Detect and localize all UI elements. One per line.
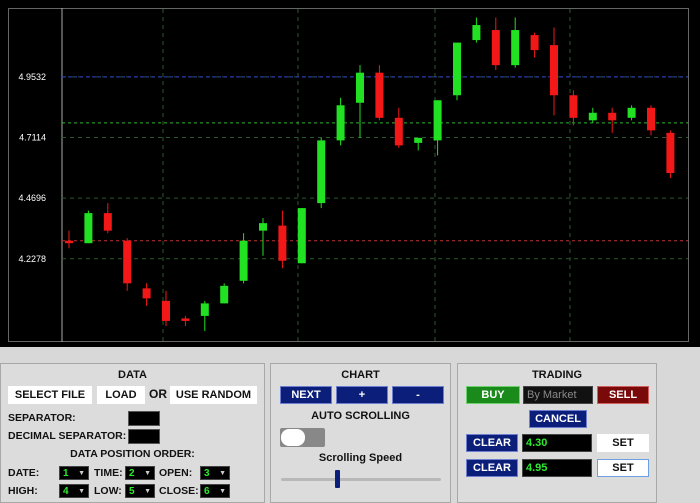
candle-body [627, 107, 636, 118]
time-label: TIME: [94, 467, 123, 479]
clear-button-2[interactable]: CLEAR [466, 459, 518, 477]
time-select-value: 2 [129, 468, 135, 479]
dropdown-arrow-icon: ▼ [78, 470, 85, 477]
zoom-out-button[interactable]: - [392, 386, 444, 404]
candle-body [453, 42, 461, 96]
candle-body [356, 72, 364, 103]
price-input-2[interactable]: 4.95 [522, 459, 592, 477]
date-select[interactable]: 1 ▼ [59, 466, 89, 480]
candle-body [588, 112, 597, 121]
low-select[interactable]: 5 ▼ [125, 484, 155, 498]
use-random-button[interactable]: USE RANDOM [170, 386, 257, 404]
candle-body [433, 100, 442, 141]
candlestick-chart-svg: 4.9532 4.7114 4.4696 4.2278 [8, 8, 689, 342]
date-select-value: 1 [63, 468, 69, 479]
scrolling-speed-slider[interactable] [281, 469, 441, 489]
cancel-button[interactable]: CANCEL [529, 410, 587, 428]
candle-body [123, 240, 132, 284]
candle-body [297, 208, 306, 264]
data-panel: DATA SELECT FILE LOAD OR USE RANDOM SEPA… [0, 363, 265, 503]
candle-body [511, 30, 520, 66]
dropdown-arrow-icon: ▼ [144, 470, 151, 477]
candle-body [647, 107, 655, 131]
candle-body [220, 285, 229, 304]
chart-panel: CHART NEXT + - AUTO SCROLLING Scrolling … [270, 363, 451, 503]
slider-thumb[interactable] [335, 470, 340, 488]
auto-scrolling-label: AUTO SCROLLING [311, 410, 410, 422]
candle-body [414, 137, 423, 143]
dropdown-arrow-icon: ▼ [144, 488, 151, 495]
set-button-2[interactable]: SET [597, 459, 649, 477]
sell-button[interactable]: SELL [597, 386, 649, 404]
set-button-1[interactable]: SET [597, 434, 649, 452]
candle-body [84, 213, 93, 244]
order-type-field[interactable]: By Market [523, 386, 593, 404]
close-select-value: 6 [204, 486, 210, 497]
candle-body [317, 140, 326, 204]
candle-body [162, 300, 170, 321]
candle-body [530, 35, 539, 51]
open-label: OPEN: [159, 467, 193, 479]
open-select[interactable]: 3 ▼ [200, 466, 230, 480]
or-label: OR [149, 387, 167, 401]
dropdown-arrow-icon: ▼ [219, 470, 226, 477]
separator-input[interactable] [128, 411, 160, 426]
trading-panel-title: TRADING [531, 369, 583, 381]
candle-body [259, 223, 267, 231]
candle-body [608, 112, 617, 121]
candle-body [472, 25, 481, 41]
toggle-knob [281, 429, 305, 446]
plot-frame [8, 8, 689, 342]
order-type-placeholder: By Market [527, 389, 577, 401]
scrolling-speed-label: Scrolling Speed [318, 452, 403, 464]
price-chart[interactable]: 4.9532 4.7114 4.4696 4.2278 [0, 0, 700, 347]
high-select[interactable]: 4 ▼ [59, 484, 89, 498]
candle-body [550, 45, 558, 96]
close-label: CLOSE: [159, 485, 199, 497]
y-tick-label: 4.7114 [19, 133, 46, 143]
date-label: DATE: [8, 467, 40, 479]
candle-body [336, 105, 345, 141]
zoom-in-button[interactable]: + [336, 386, 388, 404]
buy-button[interactable]: BUY [466, 386, 520, 404]
candle-body [239, 240, 248, 281]
candle-body [569, 95, 578, 118]
data-position-order-title: DATA POSITION ORDER: [70, 448, 195, 460]
chart-panel-title: CHART [341, 369, 380, 381]
candle-body [666, 132, 675, 173]
decimal-separator-input[interactable] [128, 429, 160, 444]
select-file-button[interactable]: SELECT FILE [8, 386, 92, 404]
clear-button-1[interactable]: CLEAR [466, 434, 518, 452]
decimal-separator-label: DECIMAL SEPARATOR: [8, 430, 127, 442]
candle-body [142, 288, 151, 299]
candle-body [181, 318, 190, 321]
high-select-value: 4 [63, 486, 69, 497]
low-select-value: 5 [129, 486, 135, 497]
candle-body [394, 117, 403, 146]
slider-track [281, 478, 441, 481]
candle-body [103, 213, 112, 231]
y-tick-label: 4.2278 [18, 254, 46, 264]
dropdown-arrow-icon: ▼ [219, 488, 226, 495]
candle-body [65, 240, 73, 244]
y-tick-label: 4.4696 [18, 193, 46, 203]
candle-body [200, 303, 209, 316]
auto-scrolling-toggle[interactable] [280, 428, 325, 447]
price-input-1[interactable]: 4.30 [522, 434, 592, 452]
high-label: HIGH: [8, 485, 38, 497]
time-select[interactable]: 2 ▼ [125, 466, 155, 480]
dropdown-arrow-icon: ▼ [78, 488, 85, 495]
open-select-value: 3 [204, 468, 210, 479]
data-panel-title: DATA [118, 369, 147, 381]
low-label: LOW: [94, 485, 122, 497]
candle-body [491, 30, 500, 66]
separator-label: SEPARATOR: [8, 412, 76, 424]
trading-panel: TRADING BUY By Market SELL CANCEL CLEAR … [457, 363, 657, 503]
candle-body [375, 72, 384, 118]
next-button[interactable]: NEXT [280, 386, 332, 404]
close-select[interactable]: 6 ▼ [200, 484, 230, 498]
load-button[interactable]: LOAD [97, 386, 145, 404]
candle-body [278, 225, 287, 261]
y-tick-label: 4.9532 [18, 72, 46, 82]
